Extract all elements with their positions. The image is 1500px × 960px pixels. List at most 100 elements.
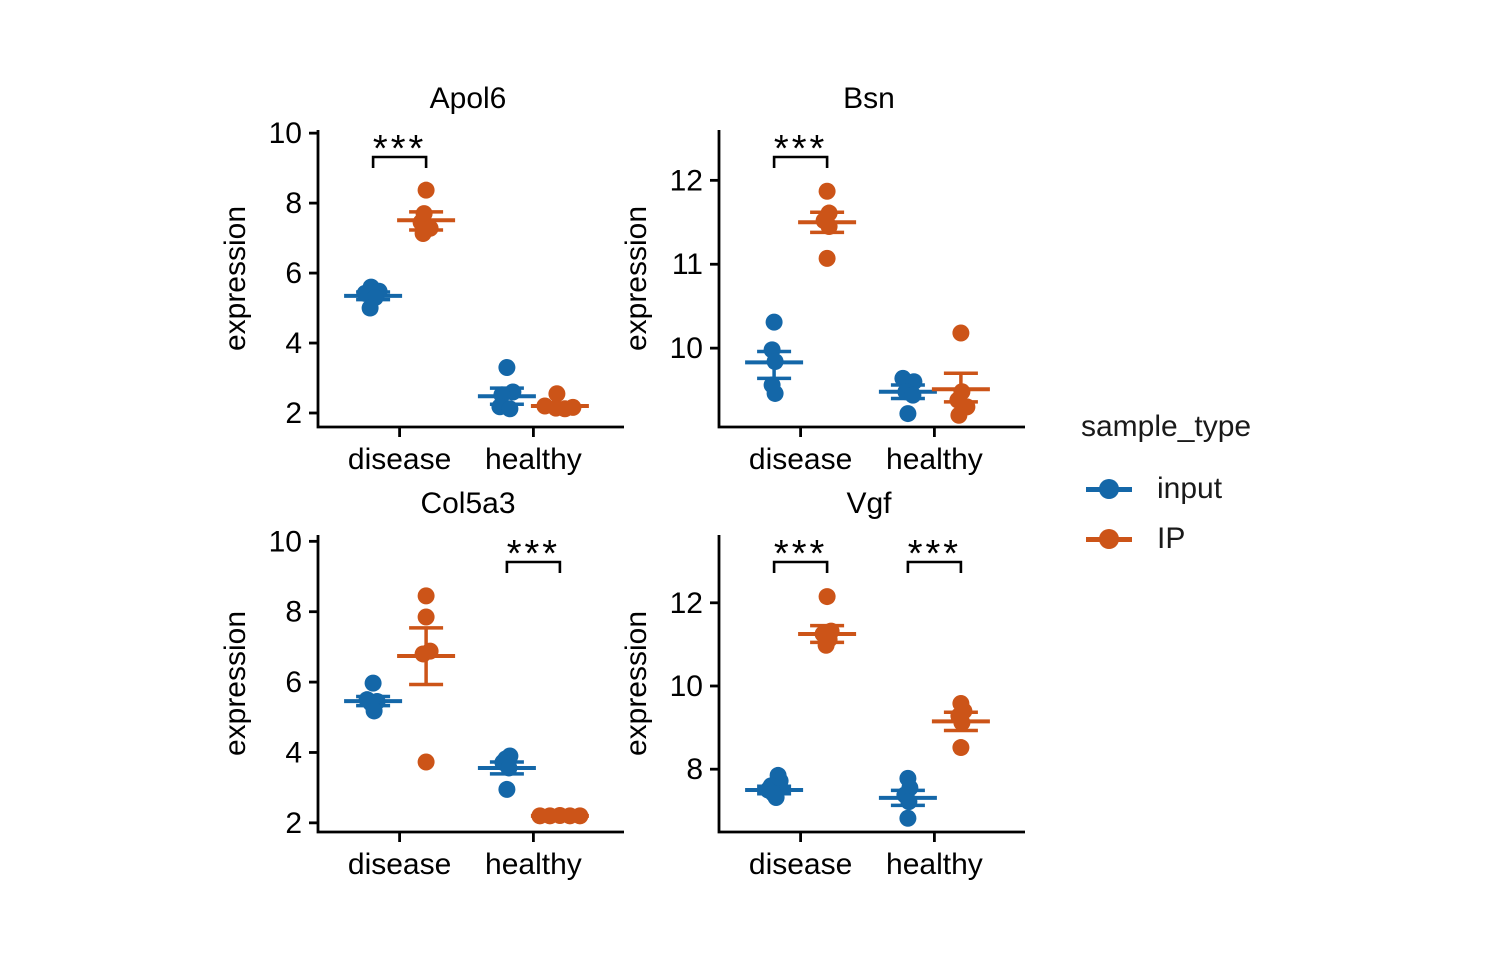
data-point: [501, 400, 519, 418]
panel-title: Col5a3: [420, 487, 515, 520]
data-point: [952, 324, 970, 342]
data-point: [417, 181, 435, 199]
group-col5a3-disease-input: [344, 674, 403, 720]
group-vgf-disease-input: [745, 766, 804, 806]
pointrange-glyph-input-icon: [1086, 479, 1132, 499]
data-point: [900, 793, 918, 811]
y-tick-label: 8: [686, 753, 703, 786]
significance-stars: ***: [373, 128, 426, 170]
axis-lines: [717, 535, 1025, 834]
data-point: [904, 386, 922, 404]
data-point: [414, 645, 432, 663]
y-axis-label: expression: [620, 206, 653, 351]
data-point: [818, 588, 836, 606]
group-vgf-healthy-IP: [931, 694, 990, 757]
data-point: [417, 753, 435, 771]
group-apol6-healthy-IP: [530, 385, 589, 418]
group-bsn-disease-input: [745, 313, 804, 402]
group-col5a3-healthy-IP: [530, 806, 589, 825]
y-tick-label: 8: [285, 187, 302, 220]
data-point: [417, 608, 435, 626]
data-point: [899, 405, 917, 423]
x-tick-label: disease: [749, 443, 852, 476]
panel-bsn: 10 11 12 expression Bsn disease healthy ***: [620, 82, 1025, 476]
legend-entry-ip: IP: [1081, 522, 1251, 556]
data-point: [498, 359, 516, 377]
data-point: [766, 353, 784, 371]
group-apol6-disease-input: [344, 278, 403, 317]
group-vgf-disease-IP: [798, 588, 857, 654]
panel-title: Bsn: [843, 82, 895, 115]
significance-stars: ***: [507, 533, 560, 575]
data-point: [765, 313, 783, 331]
y-tick-label: 2: [285, 807, 302, 840]
data-point: [365, 702, 383, 720]
data-point: [899, 809, 917, 827]
legend: sample_type input IP: [1081, 410, 1251, 572]
x-tick-label: disease: [749, 848, 852, 881]
axis-lines: [316, 130, 624, 429]
y-tick-label: 4: [285, 736, 302, 769]
y-tick-label: 8: [285, 596, 302, 629]
group-col5a3-healthy-input: [477, 747, 536, 798]
significance-bracket: [906, 560, 963, 573]
x-tick-label: healthy: [886, 443, 983, 476]
glyph-dot: [1099, 529, 1119, 549]
significance-stars: ***: [774, 128, 827, 170]
y-tick-label: 2: [285, 397, 302, 430]
group-col5a3-disease-IP: [397, 587, 456, 771]
glyph-dot: [1099, 479, 1119, 499]
data-point: [414, 225, 432, 243]
data-point: [818, 249, 836, 267]
group-apol6-healthy-input: [477, 359, 536, 418]
legend-label-input: input: [1157, 472, 1223, 505]
data-point: [953, 714, 971, 732]
x-tick-label: healthy: [485, 848, 582, 881]
data-point: [950, 406, 968, 424]
significance-bracket: [772, 155, 829, 168]
panel-col5a3: 2 4 6 8 10 expression Col5a3 disease healthy ***: [219, 487, 624, 881]
data-point: [361, 299, 379, 317]
data-point: [364, 674, 382, 692]
panel-apol6: 2 4 6 8 10 expression Apol6 disease healthy ***: [219, 82, 624, 476]
data-point: [952, 739, 970, 757]
x-tick-label: disease: [348, 848, 451, 881]
data-point: [817, 636, 835, 654]
data-point: [498, 780, 516, 798]
y-axis-label: expression: [620, 611, 653, 756]
pointrange-glyph-ip-icon: [1086, 529, 1132, 549]
y-tick-label: 12: [670, 587, 703, 620]
data-point: [548, 385, 566, 403]
group-apol6-disease-IP: [397, 181, 456, 243]
panel-title: Vgf: [846, 487, 892, 520]
panel-title: Apol6: [430, 82, 507, 115]
significance-stars: ***: [908, 533, 961, 575]
data-point: [556, 400, 574, 418]
legend-entry-input: input: [1081, 472, 1251, 506]
significance-bracket: [772, 560, 829, 573]
group-bsn-disease-IP: [798, 182, 857, 267]
y-tick-label: 4: [285, 327, 302, 360]
x-tick-label: disease: [348, 443, 451, 476]
y-axis-label: expression: [219, 206, 252, 351]
y-tick-label: 10: [269, 117, 302, 150]
legend-title: sample_type: [1081, 410, 1252, 443]
y-tick-label: 11: [672, 248, 703, 281]
significance-bracket: [371, 155, 428, 168]
x-tick-label: healthy: [485, 443, 582, 476]
data-point: [766, 384, 784, 402]
data-point: [767, 788, 785, 806]
y-tick-label: 10: [269, 525, 302, 558]
data-point: [571, 807, 589, 825]
y-tick-label: 12: [670, 164, 703, 197]
group-bsn-healthy-input: [878, 369, 937, 423]
y-tick-label: 6: [285, 666, 302, 699]
x-tick-label: healthy: [886, 848, 983, 881]
y-axis-label: expression: [219, 611, 252, 756]
panel-vgf: 8 10 12 expression Vgf disease healthy *** ***: [620, 487, 1025, 881]
significance-bracket: [505, 560, 562, 573]
significance-stars: ***: [774, 533, 827, 575]
data-point: [417, 587, 435, 605]
